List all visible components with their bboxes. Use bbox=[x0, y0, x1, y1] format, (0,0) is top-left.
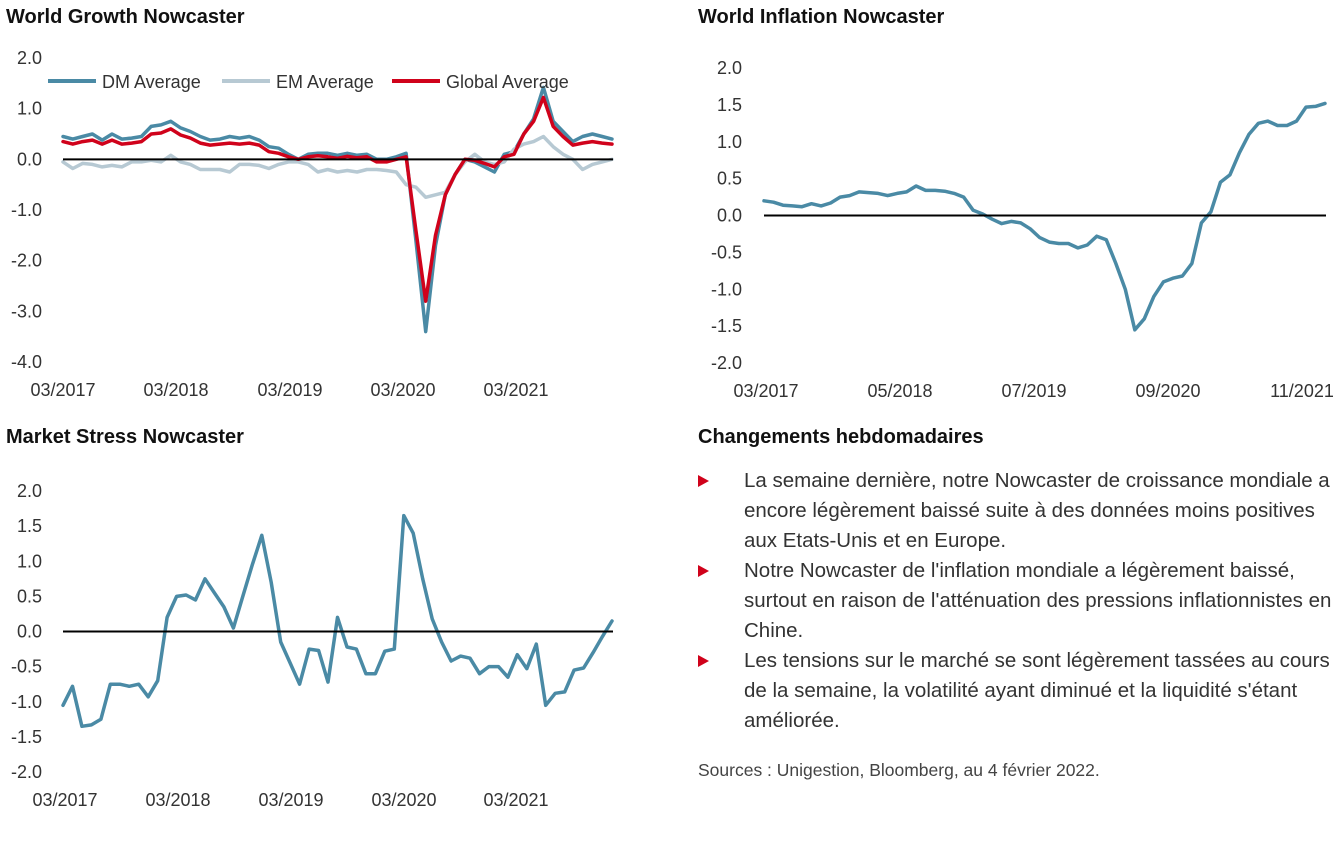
growth-chart-title: World Growth Nowcaster bbox=[6, 6, 245, 28]
y-tick-label: 1.5 bbox=[17, 516, 42, 536]
series-line-stress bbox=[61, 513, 614, 729]
series-line-dm bbox=[762, 101, 1327, 332]
y-tick-label: 1.0 bbox=[17, 551, 42, 571]
inflation-chart-title: World Inflation Nowcaster bbox=[698, 6, 945, 28]
y-tick-label: -1.5 bbox=[711, 316, 742, 336]
x-tick-label: 05/2018 bbox=[867, 381, 932, 401]
y-tick-label: 1.0 bbox=[717, 132, 742, 152]
y-tick-label: -2.0 bbox=[11, 762, 42, 782]
y-tick-label: 1.0 bbox=[17, 99, 42, 119]
y-tick-label: 2.0 bbox=[17, 48, 42, 68]
changes-item-text: Les tensions sur le marché se sont légèr… bbox=[744, 649, 1330, 732]
y-tick-label: -2.0 bbox=[711, 353, 742, 373]
x-tick-label: 03/2017 bbox=[30, 380, 95, 400]
changes-item: Notre Nowcaster de l'inflation mondiale … bbox=[698, 556, 1338, 646]
y-tick-label: -1.0 bbox=[11, 200, 42, 220]
x-tick-label: 03/2020 bbox=[371, 790, 436, 810]
x-tick-label: 03/2017 bbox=[32, 790, 97, 810]
x-tick-label: 03/2019 bbox=[258, 790, 323, 810]
changes-title: Changements hebdomadaires bbox=[698, 426, 984, 448]
y-tick-label: -1.0 bbox=[711, 279, 742, 299]
x-tick-label: 09/2020 bbox=[1135, 381, 1200, 401]
y-tick-label: 1.5 bbox=[717, 95, 742, 115]
y-tick-label: -2.0 bbox=[11, 251, 42, 271]
y-tick-label: -3.0 bbox=[11, 301, 42, 321]
series-line-em bbox=[61, 134, 614, 200]
y-tick-label: -0.5 bbox=[11, 657, 42, 677]
y-tick-label: 2.0 bbox=[717, 58, 742, 78]
changes-item: Les tensions sur le marché se sont légèr… bbox=[698, 646, 1338, 736]
x-tick-label: 03/2018 bbox=[145, 790, 210, 810]
y-tick-label: 0.0 bbox=[17, 622, 42, 642]
changes-item-text: Notre Nowcaster de l'inflation mondiale … bbox=[744, 559, 1332, 642]
y-tick-label: -4.0 bbox=[11, 352, 42, 372]
x-tick-label: 03/2019 bbox=[257, 380, 322, 400]
changes-list: La semaine dernière, notre Nowcaster de … bbox=[698, 466, 1338, 736]
x-tick-label: 03/2017 bbox=[733, 381, 798, 401]
y-tick-label: 0.0 bbox=[17, 149, 42, 169]
x-tick-label: 03/2021 bbox=[483, 380, 548, 400]
inflation-chart: 2.0 1.5 1.0 0.5 0.0 -0.5 -1.0 -1.5 -2.0 03/2017 05… bbox=[711, 58, 1334, 401]
legend-label-dm: DM Average bbox=[102, 72, 201, 92]
arrow-right-icon bbox=[698, 565, 709, 577]
arrow-right-icon bbox=[698, 475, 709, 487]
y-tick-label: 2.0 bbox=[17, 481, 42, 501]
x-tick-label: 03/2020 bbox=[370, 380, 435, 400]
stress-chart: 2.0 1.5 1.0 0.5 0.0 -0.5 -1.0 -1.5 -2.0 03/2017 03… bbox=[11, 481, 614, 810]
y-tick-label: 0.5 bbox=[17, 586, 42, 606]
y-tick-label: 0.0 bbox=[717, 206, 742, 226]
x-tick-label: 03/2021 bbox=[483, 790, 548, 810]
x-tick-label: 03/2018 bbox=[143, 380, 208, 400]
changes-item-text: La semaine dernière, notre Nowcaster de … bbox=[744, 469, 1330, 552]
sources-note: Sources : Unigestion, Bloomberg, au 4 fé… bbox=[698, 760, 1100, 780]
x-tick-label: 11/2021 bbox=[1270, 381, 1334, 401]
growth-chart: 2.0 1.0 0.0 -1.0 -2.0 -3.0 -4.0 03/2017 03/2018 0… bbox=[11, 48, 614, 400]
y-tick-label: -1.5 bbox=[11, 727, 42, 747]
y-tick-label: -1.0 bbox=[11, 692, 42, 712]
x-tick-label: 07/2019 bbox=[1001, 381, 1066, 401]
arrow-right-icon bbox=[698, 655, 709, 667]
changes-item: La semaine dernière, notre Nowcaster de … bbox=[698, 466, 1338, 556]
y-tick-label: -0.5 bbox=[711, 242, 742, 262]
y-tick-label: 0.5 bbox=[717, 169, 742, 189]
legend-label-global: Global Average bbox=[446, 72, 569, 92]
stress-chart-title: Market Stress Nowcaster bbox=[6, 426, 244, 448]
legend-label-em: EM Average bbox=[276, 72, 374, 92]
series-line-global bbox=[61, 95, 614, 303]
